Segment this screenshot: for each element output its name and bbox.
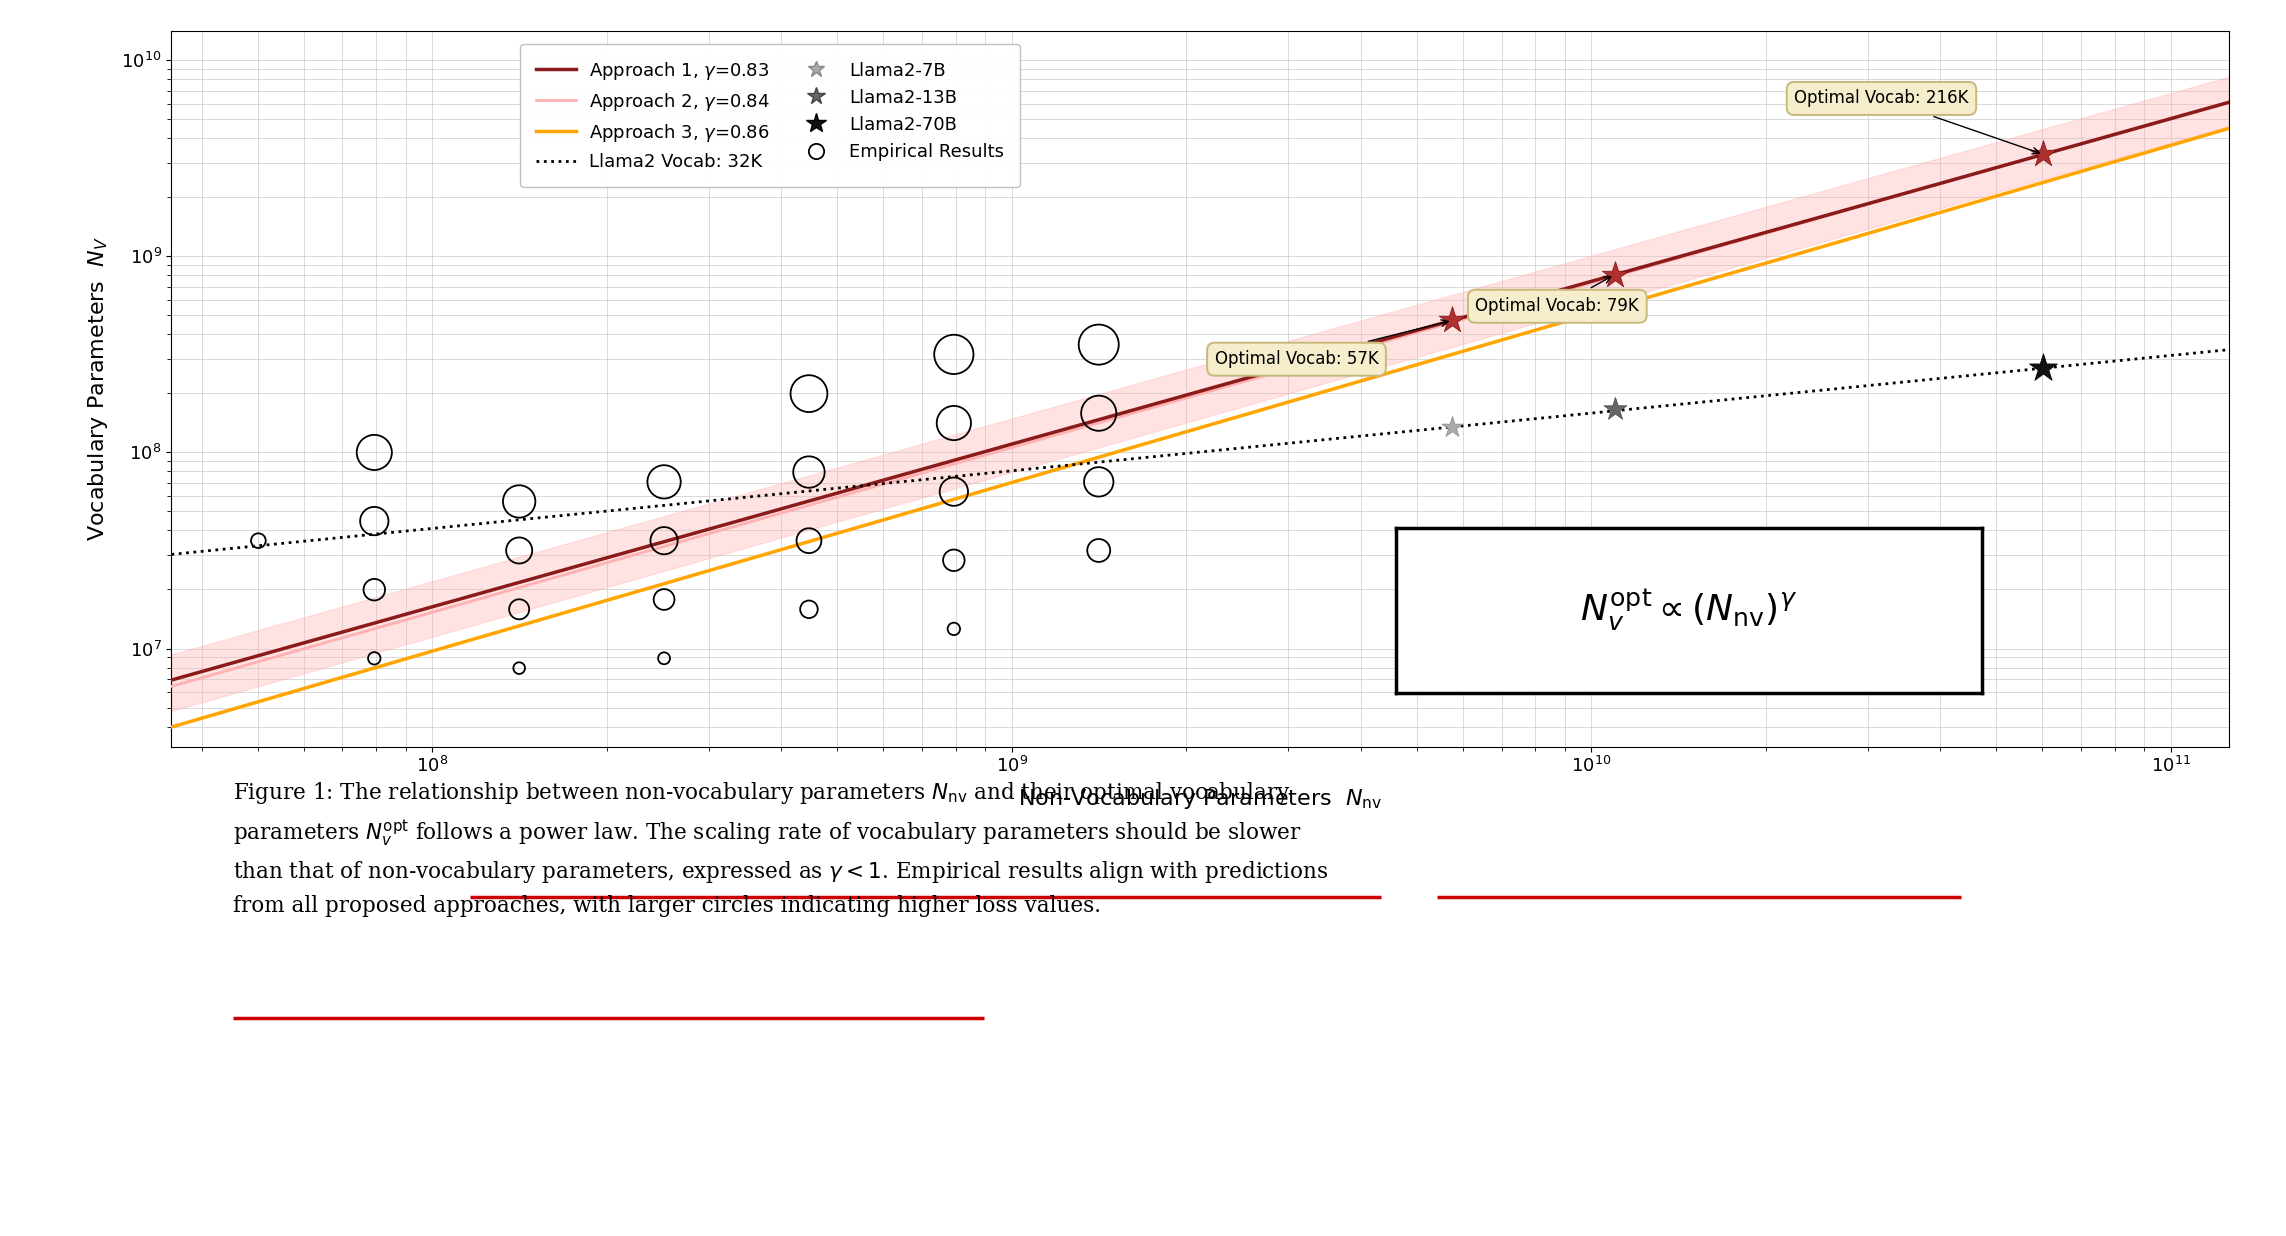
Point: [935, 550, 972, 570]
Point: [1081, 403, 1118, 423]
Point: [935, 482, 972, 502]
Point: [791, 383, 828, 403]
Point: [2025, 145, 2062, 164]
Point: [1433, 310, 1470, 330]
Point: [645, 590, 681, 609]
Point: [645, 530, 681, 550]
Point: [935, 619, 972, 639]
Point: [357, 649, 393, 669]
Y-axis label: Vocabulary Parameters  $N_V$: Vocabulary Parameters $N_V$: [87, 236, 110, 541]
Text: Figure 1: The relationship between non-vocabulary parameters $N_{\mathrm{nv}}$ a: Figure 1: The relationship between non-v…: [233, 780, 1328, 917]
Point: [357, 442, 393, 462]
Point: [2025, 358, 2062, 378]
Point: [501, 492, 537, 512]
Point: [501, 540, 537, 560]
Point: [357, 580, 393, 599]
Point: [791, 462, 828, 482]
Legend: Approach 1, $\gamma$=0.83, Approach 2, $\gamma$=0.84, Approach 3, $\gamma$=0.86,: Approach 1, $\gamma$=0.83, Approach 2, $…: [519, 43, 1020, 187]
Point: [1596, 399, 1632, 419]
Point: [1081, 472, 1118, 492]
Text: Optimal Vocab: 79K: Optimal Vocab: 79K: [1474, 277, 1639, 315]
Point: [1596, 265, 1632, 284]
Point: [357, 512, 393, 531]
Point: [645, 649, 681, 669]
Point: [1081, 335, 1118, 355]
Point: [1433, 417, 1470, 436]
Point: [501, 659, 537, 679]
Point: [935, 413, 972, 433]
Point: [935, 345, 972, 365]
Text: Optimal Vocab: 216K: Optimal Vocab: 216K: [1795, 89, 2039, 154]
Point: [791, 599, 828, 619]
X-axis label: Non-Vocabulary Parameters  $N_{\mathrm{nv}}$: Non-Vocabulary Parameters $N_{\mathrm{nv…: [1017, 787, 1383, 812]
Point: [645, 472, 681, 492]
Point: [240, 530, 277, 550]
Text: Optimal Vocab: 57K: Optimal Vocab: 57K: [1214, 320, 1447, 368]
Point: [501, 599, 537, 619]
Point: [791, 530, 828, 550]
Point: [1081, 540, 1118, 560]
